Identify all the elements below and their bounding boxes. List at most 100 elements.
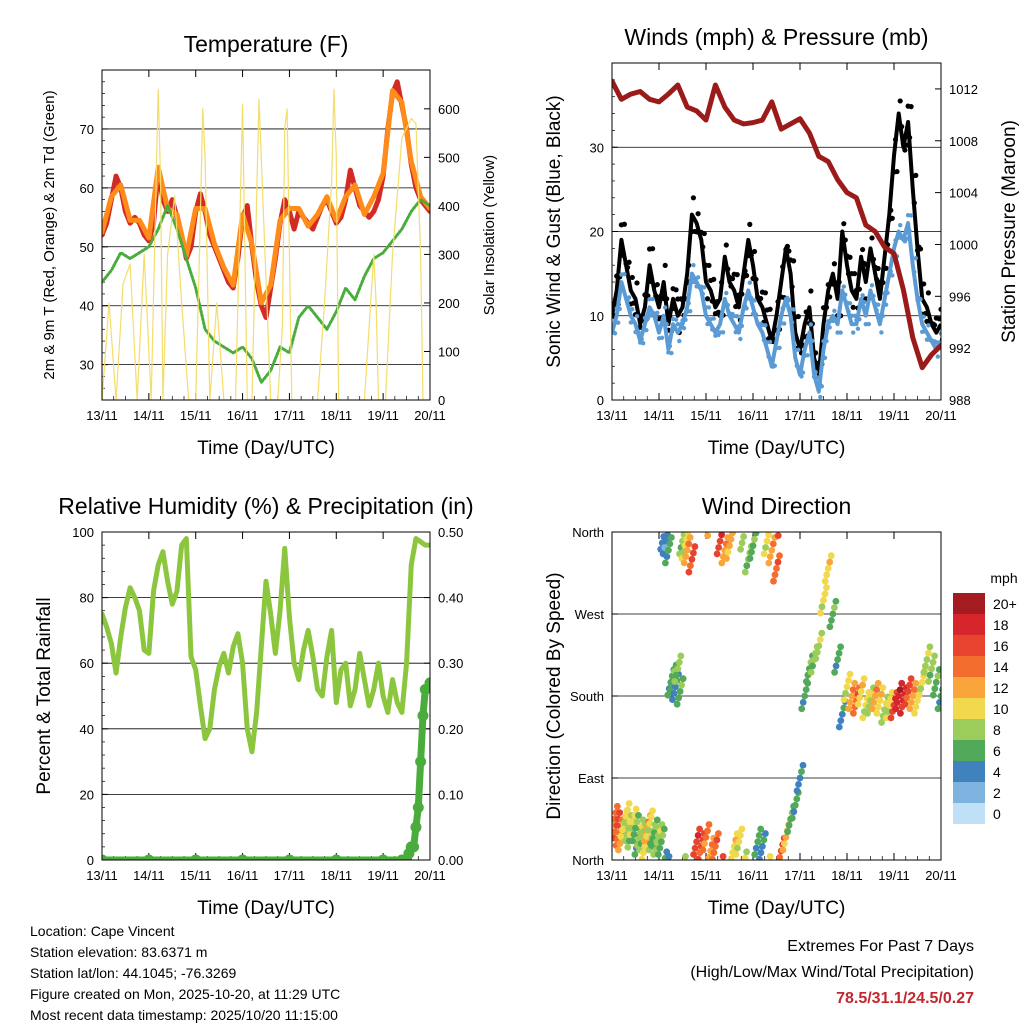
gust-point bbox=[827, 294, 833, 300]
direction-point bbox=[799, 761, 807, 769]
2m-td-line bbox=[102, 198, 430, 384]
temperature-y2label: Solar Insolation (Yellow) bbox=[481, 155, 498, 315]
direction-point bbox=[768, 546, 776, 554]
direction-point bbox=[743, 848, 750, 856]
direction-point bbox=[914, 697, 921, 704]
wind-point bbox=[626, 295, 632, 300]
winds-y2tick-label: 992 bbox=[949, 341, 971, 356]
direction-point bbox=[848, 692, 856, 700]
legend-swatch bbox=[953, 740, 985, 761]
direction-point bbox=[677, 652, 685, 660]
humidity-xtick-label: 15/11 bbox=[180, 868, 212, 883]
direction-point bbox=[873, 686, 881, 694]
gust-point bbox=[786, 248, 792, 254]
gust-point bbox=[625, 264, 631, 271]
wind-point bbox=[912, 269, 917, 275]
gust-point bbox=[629, 274, 635, 281]
direction-point bbox=[795, 780, 802, 788]
legend-label: 10 bbox=[993, 701, 1009, 717]
wind-point bbox=[692, 279, 698, 285]
direction-point bbox=[823, 584, 830, 591]
direction-point bbox=[802, 686, 810, 694]
direction-point bbox=[760, 550, 768, 558]
direction-point bbox=[710, 849, 718, 857]
gust-point bbox=[706, 262, 712, 269]
direction-point bbox=[937, 692, 941, 700]
direction-point bbox=[771, 571, 779, 579]
temperature-xtick-label: 18/11 bbox=[320, 408, 352, 423]
wind_direction-ytick-label: South bbox=[570, 689, 604, 704]
wind-point bbox=[827, 325, 832, 330]
direction-point bbox=[727, 535, 735, 543]
temperature-ytick-label: 70 bbox=[80, 122, 94, 137]
direction-point bbox=[625, 800, 633, 807]
wind-point bbox=[796, 347, 801, 353]
gust-point bbox=[897, 98, 903, 104]
direction-point bbox=[801, 692, 809, 700]
gust-point bbox=[739, 291, 745, 297]
wind-point bbox=[874, 308, 879, 313]
wind-point bbox=[700, 291, 705, 297]
humidity-y2tick-label: 0.20 bbox=[438, 722, 463, 737]
wind-point bbox=[898, 222, 903, 228]
wind-point bbox=[641, 341, 646, 346]
direction-point bbox=[624, 843, 632, 851]
direction-point bbox=[929, 691, 937, 699]
wind-point bbox=[667, 343, 673, 349]
wind-point bbox=[846, 309, 851, 314]
direction-point bbox=[770, 577, 777, 585]
wind_direction-xtick-label: 13/11 bbox=[596, 868, 628, 883]
direction-point bbox=[670, 689, 678, 697]
temperature-y2tick-label: 300 bbox=[438, 247, 460, 262]
direction-point bbox=[915, 691, 923, 699]
gust-point bbox=[620, 252, 626, 258]
solar-insolation-line bbox=[102, 88, 430, 400]
direction-point bbox=[638, 855, 646, 860]
gust-point bbox=[729, 276, 736, 282]
winds-y2tick-label: 1012 bbox=[949, 82, 978, 97]
wind-point bbox=[813, 370, 818, 375]
humidity-y2tick-label: 0.10 bbox=[438, 787, 463, 802]
gust-point bbox=[847, 254, 853, 260]
humidity-y2tick-label: 0.40 bbox=[438, 591, 463, 606]
direction-point bbox=[826, 623, 834, 631]
gust-point bbox=[744, 272, 750, 279]
legend-label: 16 bbox=[993, 638, 1009, 654]
direction-point bbox=[882, 714, 890, 722]
direction-point bbox=[726, 542, 733, 550]
created-text: Figure created on Mon, 2025-10-20, at 11… bbox=[30, 986, 341, 1002]
direction-point bbox=[675, 694, 683, 702]
wind-point bbox=[893, 238, 898, 243]
direction-point bbox=[647, 813, 655, 821]
gust-point bbox=[775, 299, 781, 305]
direction-point bbox=[617, 832, 625, 840]
wind-point bbox=[681, 325, 687, 331]
direction-point bbox=[788, 814, 796, 822]
humidity-xtick-label: 16/11 bbox=[227, 868, 259, 883]
direction-point bbox=[712, 842, 719, 850]
direction-point bbox=[666, 540, 674, 548]
wind_direction-xlabel: Time (Day/UTC) bbox=[708, 898, 846, 919]
direction-point bbox=[663, 553, 671, 560]
gust-point bbox=[903, 142, 910, 148]
wind-point bbox=[714, 327, 720, 333]
gust-point bbox=[673, 287, 679, 293]
wind-point bbox=[879, 330, 884, 335]
direction-point bbox=[849, 686, 857, 694]
direction-point bbox=[856, 694, 863, 702]
direction-point bbox=[903, 694, 910, 702]
direction-point bbox=[824, 565, 832, 572]
legend-title: mph bbox=[990, 570, 1017, 586]
direction-point bbox=[875, 703, 882, 711]
direction-point bbox=[910, 686, 918, 694]
direction-point bbox=[679, 675, 687, 683]
direction-point bbox=[716, 537, 724, 545]
direction-point bbox=[837, 643, 844, 651]
direction-point bbox=[672, 683, 679, 691]
direction-point bbox=[873, 709, 881, 717]
wind-point bbox=[838, 330, 843, 335]
gust-point bbox=[758, 295, 764, 302]
direction-point bbox=[925, 649, 932, 657]
direction-point bbox=[713, 550, 721, 558]
winds-y2tick-label: 1004 bbox=[949, 186, 978, 201]
